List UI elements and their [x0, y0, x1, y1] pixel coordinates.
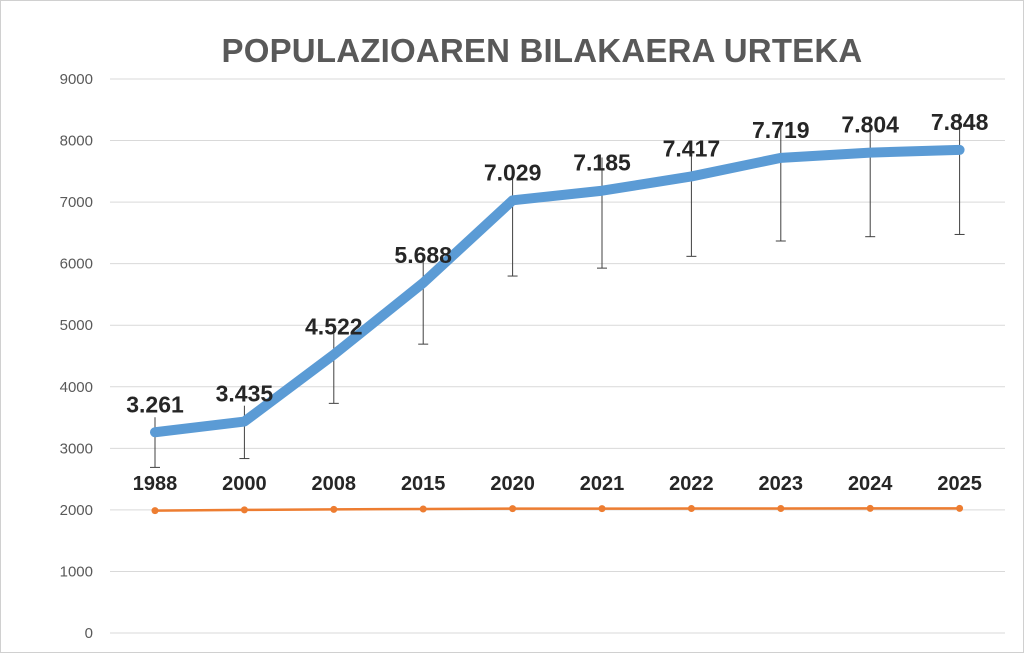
x-tick-label: 2000: [222, 473, 267, 495]
y-tick-label: 0: [85, 625, 93, 642]
series-blue-point: [332, 353, 335, 356]
y-tick-label: 4000: [60, 379, 93, 396]
series-blue-point: [690, 175, 693, 178]
series-orange-point: [956, 504, 964, 512]
data-label: 7.848: [931, 109, 989, 135]
series-orange-point: [866, 504, 874, 512]
data-label: 7.185: [573, 150, 631, 176]
data-label: 7.719: [752, 117, 810, 143]
x-tick-label: 2008: [312, 473, 357, 495]
series-orange-point: [598, 505, 606, 513]
series-blue-point: [958, 148, 961, 151]
series-orange-point: [151, 507, 159, 515]
x-axis-tick-labels: 1988 2000 2008 2015 2020 2021 2022 2023 2024 2025: [133, 473, 982, 495]
y-tick-label: 6000: [60, 256, 93, 273]
series-orange-point: [687, 505, 695, 513]
data-label: 4.522: [305, 314, 363, 340]
series-orange-point: [330, 505, 338, 513]
y-tick-label: 2000: [60, 502, 93, 519]
series-orange: [151, 504, 964, 515]
data-label: 3.261: [126, 391, 184, 417]
x-tick-label: 1988: [133, 473, 178, 495]
x-tick-label: 2020: [490, 473, 535, 495]
y-tick-label: 8000: [60, 133, 93, 150]
data-label: 7.804: [841, 112, 899, 138]
series-orange-point: [240, 506, 248, 514]
y-tick-label: 3000: [60, 440, 93, 457]
gridlines: [110, 78, 1005, 634]
series-blue-line: [150, 144, 965, 438]
series-blue-point: [779, 156, 782, 159]
series-blue-point: [154, 431, 156, 434]
y-axis-tick-labels: 0 1000 2000 3000 4000 5000 6000 7000 8000 9000: [60, 71, 93, 642]
y-tick-label: 9000: [60, 71, 93, 88]
x-tick-label: 2025: [937, 473, 982, 495]
x-tick-label: 2022: [669, 473, 714, 495]
series-orange-point: [419, 505, 427, 513]
series-blue-point: [422, 281, 425, 284]
error-bars: [150, 113, 965, 468]
data-label: 7.417: [663, 135, 721, 161]
y-tick-label: 7000: [60, 194, 93, 211]
series-blue: [150, 144, 965, 438]
data-labels: 3.261 3.435 4.522 5.688 7.029 7.185 7.417 7.719…: [126, 109, 988, 417]
data-label: 7.029: [484, 159, 542, 185]
series-blue-point: [869, 151, 872, 154]
chart-title: POPULAZIOAREN BILAKAERA URTEKA: [221, 32, 863, 69]
series-blue-point: [243, 420, 246, 423]
x-tick-label: 2021: [580, 473, 625, 495]
series-blue-point: [601, 189, 603, 192]
series-orange-line: [154, 507, 960, 512]
x-tick-label: 2015: [401, 473, 446, 495]
x-tick-label: 2023: [759, 473, 804, 495]
data-label: 3.435: [216, 381, 274, 407]
series-blue-point: [511, 199, 514, 202]
data-label: 5.688: [394, 242, 452, 268]
series-orange-point: [509, 505, 517, 513]
series-orange-point: [777, 504, 785, 512]
y-tick-label: 5000: [60, 317, 93, 334]
x-tick-label: 2024: [848, 473, 893, 495]
y-tick-label: 1000: [60, 563, 93, 580]
